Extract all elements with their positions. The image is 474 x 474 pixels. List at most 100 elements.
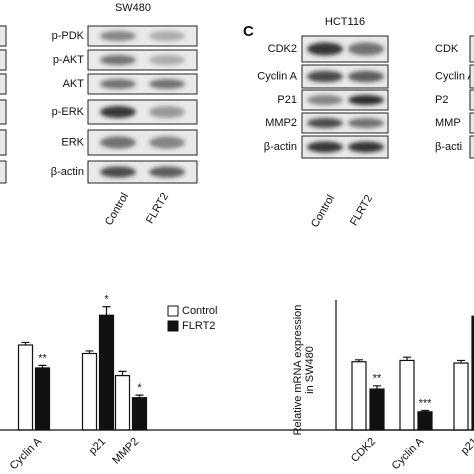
bar: [81, 352, 98, 431]
blot-strip: [0, 49, 7, 71]
x-tick-label: Cyclin A: [8, 435, 45, 472]
bar: [114, 375, 131, 431]
bar: [98, 314, 115, 431]
band: [100, 55, 136, 65]
blot-strip: [0, 99, 7, 125]
protein-label: P2: [435, 94, 448, 106]
protein-label: MMP2: [265, 117, 297, 129]
bar: [399, 359, 415, 431]
band: [100, 166, 136, 178]
y-axis-label: Relative mRNA expression: [292, 305, 304, 436]
band: [149, 136, 185, 149]
blot-strip: [301, 112, 389, 134]
blot-strip: [469, 112, 474, 134]
blot-strip: [87, 49, 198, 71]
bar: [34, 367, 51, 431]
blot-strip: [87, 73, 198, 95]
band: [100, 106, 136, 118]
protein-label: P21: [277, 94, 297, 106]
cell-line-label: HCT116: [325, 16, 365, 28]
bar: [453, 362, 469, 431]
protein-label: β-actin: [51, 166, 84, 178]
error-bar: [21, 341, 30, 345]
band: [307, 118, 343, 128]
error-bar: [421, 409, 429, 412]
panel-label: C: [243, 23, 254, 40]
blot-strip: [87, 25, 198, 47]
protein-label: p-AKT: [53, 54, 84, 66]
band: [149, 31, 185, 41]
legend-label: FLRT2: [182, 320, 215, 332]
error-bar: [403, 356, 411, 361]
protein-label: AKT: [63, 78, 85, 90]
protein-label: β-actin: [264, 141, 297, 153]
error-bar: [135, 394, 144, 398]
blot-strip: [469, 35, 474, 63]
band: [149, 79, 185, 89]
protein-label: p-PDK: [52, 30, 85, 42]
band: [149, 106, 185, 118]
protein-label: ERK: [61, 136, 84, 148]
significance: **: [38, 352, 47, 364]
bar: [17, 344, 34, 431]
significance: *: [137, 382, 142, 394]
bar: [471, 315, 474, 431]
bar: [131, 397, 148, 431]
band: [149, 166, 185, 178]
protein-label: Cyclin A: [435, 70, 474, 82]
band: [348, 141, 384, 153]
blot-strip: [301, 135, 389, 159]
lane-label: Control: [103, 191, 131, 228]
band: [348, 70, 384, 83]
protein-label: Cyclin A: [257, 70, 297, 82]
x-tick-label: p21: [87, 436, 108, 457]
band: [100, 79, 136, 89]
band: [307, 95, 343, 105]
band: [100, 136, 136, 149]
x-tick-label: MMP2: [110, 436, 141, 467]
band: [348, 118, 384, 128]
protein-label: MMP: [435, 117, 461, 129]
legend-swatch: [167, 320, 179, 332]
band: [348, 42, 384, 56]
protein-label: CDK: [435, 43, 459, 55]
blot-strip: [87, 160, 198, 184]
band: [100, 31, 136, 41]
blot-strip: [469, 64, 474, 89]
band: [307, 42, 343, 56]
blot-strip: [469, 89, 474, 111]
error-bar: [38, 364, 47, 368]
band: [348, 95, 384, 105]
protein-label: CDK2: [268, 43, 297, 55]
legend-label: Control: [182, 305, 217, 317]
error-bar: [102, 306, 111, 316]
error-bar: [85, 350, 94, 354]
blot-strip: [0, 73, 7, 95]
y-axis-label: in SW480: [304, 346, 316, 394]
error-bar: [118, 370, 127, 376]
bar: [369, 388, 385, 431]
lane-label: FLRT2: [348, 193, 375, 228]
band: [149, 55, 185, 65]
cell-line-label: SW480: [115, 2, 151, 14]
legend-swatch: [167, 305, 179, 317]
lane-label: Control: [309, 193, 337, 230]
significance: *: [104, 294, 109, 306]
blot-strip: [469, 135, 474, 159]
bar: [417, 411, 433, 431]
blot-strip: [301, 64, 389, 89]
error-bar: [355, 359, 363, 362]
significance: **: [373, 373, 382, 385]
x-tick-label: p21: [459, 436, 474, 457]
error-bar: [457, 359, 465, 364]
band: [307, 70, 343, 83]
error-bar: [373, 385, 381, 390]
bar: [351, 361, 367, 431]
x-tick-label: Cyclin A: [390, 435, 427, 472]
protein-label: p-ERK: [52, 106, 85, 118]
blot-strip: [0, 160, 7, 184]
significance: ***: [419, 397, 433, 409]
x-tick-label: CDK2: [349, 436, 378, 465]
